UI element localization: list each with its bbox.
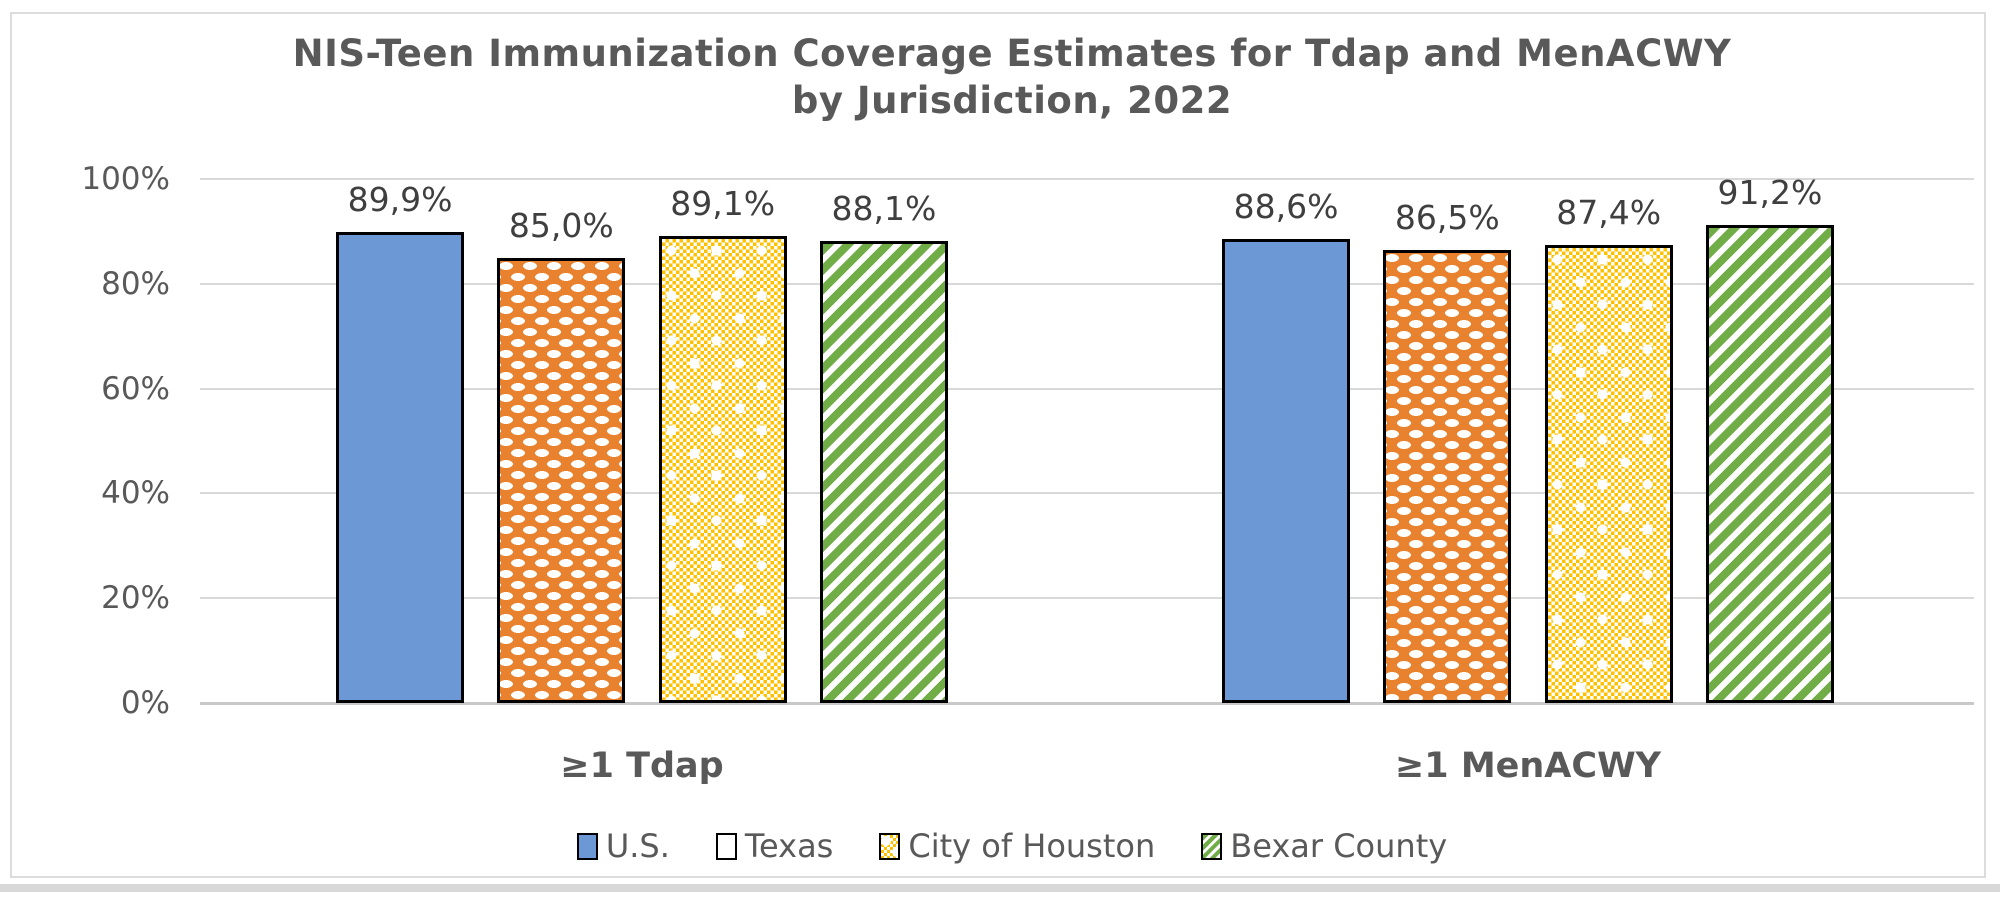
legend-swatch-texas: [715, 832, 737, 860]
legend-label-houston: City of Houston: [908, 827, 1156, 865]
data-label: 89,1%: [670, 184, 776, 224]
bar-us-menacwy: [1222, 238, 1351, 703]
chart-container: NIS-Teen Immunization Coverage Estimates…: [10, 12, 1986, 878]
y-tick-label: 100%: [81, 161, 170, 197]
data-label: 91,2%: [1717, 173, 1823, 213]
legend: U.S. Texas City of Houston Bexar County: [12, 826, 2000, 866]
legend-item-us: U.S.: [576, 826, 670, 866]
chart-title-line1: NIS-Teen Immunization Coverage Estimates…: [292, 32, 1732, 75]
gridline: [200, 492, 1974, 495]
bar-texas-menacwy: [1383, 249, 1512, 703]
legend-swatch-houston: [879, 832, 901, 860]
data-label: 86,5%: [1394, 197, 1500, 237]
legend-item-bexar: Bexar County: [1201, 826, 1447, 866]
bar-bexar-tdap: [819, 241, 948, 703]
legend-item-texas: Texas: [715, 826, 834, 866]
gridline: [200, 178, 1974, 180]
category-label-tdap: ≥1 Tdap: [560, 746, 724, 786]
gridline: [200, 597, 1974, 600]
legend-label-us: U.S.: [605, 827, 670, 865]
bar-bexar-menacwy: [1705, 225, 1834, 703]
y-tick-label: 40%: [101, 475, 170, 512]
data-label: 87,4%: [1556, 193, 1662, 233]
gridline: [200, 282, 1974, 285]
legend-label-bexar: Bexar County: [1230, 827, 1448, 865]
bar-houston-menacwy: [1544, 245, 1673, 703]
bar-texas-tdap: [497, 257, 626, 703]
data-label: 88,6%: [1233, 186, 1339, 226]
legend-swatch-us: [576, 832, 598, 860]
bottom-edge-strip: [0, 884, 2000, 892]
bar-us-tdap: [336, 231, 465, 703]
bar-houston-tdap: [658, 236, 787, 703]
legend-item-houston: City of Houston: [879, 826, 1155, 866]
legend-swatch-bexar: [1201, 832, 1223, 860]
y-tick-label: 60%: [101, 370, 170, 407]
data-label: 85,0%: [508, 205, 614, 245]
chart-title: NIS-Teen Immunization Coverage Estimates…: [12, 30, 2000, 124]
y-tick-label: 0%: [120, 685, 170, 721]
legend-label-texas: Texas: [744, 827, 834, 865]
y-tick-label: 20%: [101, 580, 170, 617]
gridline: [200, 387, 1974, 390]
chart-title-line2: by Jurisdiction, 2022: [791, 79, 1233, 122]
x-axis-line: [200, 702, 1974, 705]
y-tick-label: 80%: [101, 265, 170, 302]
category-label-menacwy: ≥1 MenACWY: [1394, 746, 1662, 786]
data-label: 88,1%: [831, 189, 937, 229]
data-label: 89,9%: [347, 179, 453, 219]
